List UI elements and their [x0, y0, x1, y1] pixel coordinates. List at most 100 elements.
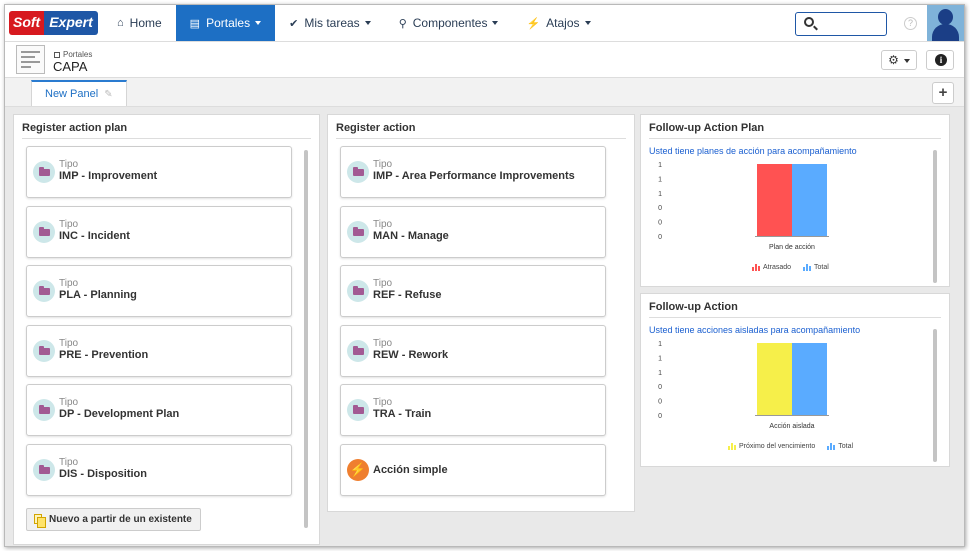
- legend-bars-icon: [827, 443, 836, 450]
- panel-title: Follow-up Action: [649, 301, 738, 313]
- folder-icon: [33, 340, 55, 362]
- card-sub-label: Tipo: [373, 159, 393, 170]
- gear-icon: ⚙: [888, 53, 899, 67]
- app-window: Soft Expert ⌂ Home ▤ Portales ✔ Mis tare…: [4, 4, 965, 547]
- legend-item-proximo[interactable]: Próximo del vencimiento: [728, 443, 815, 450]
- card-imp-improvement[interactable]: Tipo IMP - Improvement: [26, 146, 292, 198]
- legend-bars-icon: [752, 264, 760, 271]
- y-tick-label: 0: [658, 413, 662, 420]
- bar-pr-ximo-del-vencimiento: [757, 343, 792, 415]
- card-sub-label: Tipo: [373, 219, 393, 230]
- page-title: CAPA: [53, 59, 88, 74]
- avatar-body: [932, 24, 959, 41]
- tab-new-panel[interactable]: New Panel ✎: [31, 80, 127, 106]
- logo-part-expert: Expert: [44, 11, 98, 35]
- search-box: [795, 12, 887, 36]
- trophy-icon: ⚲: [398, 17, 407, 30]
- card-dp-development-plan[interactable]: Tipo DP - Development Plan: [26, 384, 292, 436]
- card-man-manage[interactable]: Tipo MAN - Manage: [340, 206, 606, 258]
- portal-thumbnail-icon: [16, 45, 45, 74]
- y-tick-label: 1: [658, 341, 662, 348]
- breadcrumb-label: Portales: [63, 50, 93, 59]
- panel-follow-up-action: Follow-up Action Usted tiene acciones ai…: [640, 293, 950, 467]
- check-icon: ✔: [289, 17, 299, 30]
- bar-atrasado: [757, 164, 792, 236]
- card-sub-label: Tipo: [373, 338, 393, 349]
- help-icon[interactable]: ?: [904, 17, 917, 30]
- card-ref-refuse[interactable]: Tipo REF - Refuse: [340, 265, 606, 317]
- card-main-label: PRE - Prevention: [59, 349, 149, 361]
- chevron-down-icon: [584, 21, 591, 25]
- card-main-label: TRA - Train: [373, 408, 432, 420]
- folder-icon: [347, 280, 369, 302]
- y-tick-label: 1: [658, 176, 662, 183]
- chevron-down-icon: [364, 21, 371, 25]
- settings-button[interactable]: ⚙: [881, 50, 917, 70]
- copy-icon: [34, 514, 46, 528]
- chevron-down-icon: [903, 58, 910, 63]
- scrollbar[interactable]: [933, 329, 937, 462]
- panel-title: Register action plan: [22, 122, 128, 134]
- y-tick-label: 1: [658, 162, 662, 169]
- y-tick-label: 0: [658, 205, 662, 212]
- card-accion-simple[interactable]: ⚡ Acción simple: [340, 444, 606, 496]
- info-icon: i: [935, 54, 947, 66]
- legend-label: Total: [838, 443, 854, 450]
- card-main-label: MAN - Manage: [373, 230, 449, 242]
- y-tick-label: 1: [658, 370, 662, 377]
- nav-atajos[interactable]: ⚡ Atajos: [512, 5, 604, 41]
- card-sub-label: Tipo: [59, 278, 79, 289]
- top-navbar: Soft Expert ⌂ Home ▤ Portales ✔ Mis tare…: [5, 5, 964, 42]
- card-pre-prevention[interactable]: Tipo PRE - Prevention: [26, 325, 292, 377]
- card-dis-disposition[interactable]: Tipo DIS - Disposition: [26, 444, 292, 496]
- info-button[interactable]: i: [926, 50, 954, 70]
- panel-follow-up-action-plan: Follow-up Action Plan Usted tiene planes…: [640, 114, 950, 287]
- panel-register-action: Register action Tipo IMP - Area Performa…: [327, 114, 635, 512]
- folder-icon: [347, 399, 369, 421]
- card-rew-rework[interactable]: Tipo REW - Rework: [340, 325, 606, 377]
- chart-subtitle[interactable]: Usted tiene acciones aisladas para acomp…: [649, 325, 861, 335]
- new-from-existing-button[interactable]: Nuevo a partir de un existente: [26, 508, 201, 531]
- nav-componentes-label: Componentes: [412, 16, 488, 30]
- breadcrumb[interactable]: Portales: [54, 50, 92, 59]
- folder-icon: [347, 340, 369, 362]
- bar-total: [792, 343, 827, 415]
- card-main-label: IMP - Area Performance Improvements: [373, 170, 575, 182]
- chart-legend: Próximo del vencimiento Total: [728, 443, 865, 450]
- bolt-icon: ⚡: [526, 17, 541, 30]
- card-pla-planning[interactable]: Tipo PLA - Planning: [26, 265, 292, 317]
- chart-subtitle[interactable]: Usted tiene planes de acción para acompa…: [649, 146, 857, 156]
- card-tra-train[interactable]: Tipo TRA - Train: [340, 384, 606, 436]
- legend-item-total[interactable]: Total: [827, 443, 853, 450]
- nav-portales[interactable]: ▤ Portales: [175, 5, 276, 41]
- plus-icon: +: [938, 84, 948, 101]
- search-icon[interactable]: [804, 17, 814, 27]
- home-icon: ⌂: [117, 17, 124, 29]
- folder-icon: [33, 459, 55, 481]
- search-input[interactable]: [820, 15, 882, 33]
- chart-legend: Atrasado Total: [752, 264, 841, 271]
- nav-componentes[interactable]: ⚲ Componentes: [385, 5, 513, 41]
- card-imp-area-performance[interactable]: Tipo IMP - Area Performance Improvements: [340, 146, 606, 198]
- folder-icon: [33, 161, 55, 183]
- card-main-label: PLA - Planning: [59, 289, 137, 301]
- y-tick-label: 0: [658, 234, 662, 241]
- softexpert-logo[interactable]: Soft Expert: [9, 11, 98, 35]
- chevron-down-icon: [255, 21, 262, 25]
- legend-label: Total: [814, 264, 829, 271]
- legend-item-total[interactable]: Total: [803, 264, 829, 271]
- user-avatar[interactable]: [927, 5, 964, 41]
- nav-mis-tareas[interactable]: ✔ Mis tareas: [275, 5, 385, 41]
- pencil-icon[interactable]: ✎: [104, 89, 113, 100]
- card-sub-label: Tipo: [59, 397, 79, 408]
- add-tab-button[interactable]: +: [932, 82, 954, 104]
- nav-portales-label: Portales: [206, 16, 251, 30]
- folder-icon: [33, 280, 55, 302]
- scrollbar[interactable]: [933, 150, 937, 283]
- card-sub-label: Tipo: [59, 338, 79, 349]
- legend-item-atrasado[interactable]: Atrasado: [752, 264, 791, 271]
- nav-home[interactable]: ⌂ Home: [103, 5, 176, 41]
- y-tick-label: 0: [658, 220, 662, 227]
- card-inc-incident[interactable]: Tipo INC - Incident: [26, 206, 292, 258]
- scrollbar[interactable]: [304, 150, 308, 528]
